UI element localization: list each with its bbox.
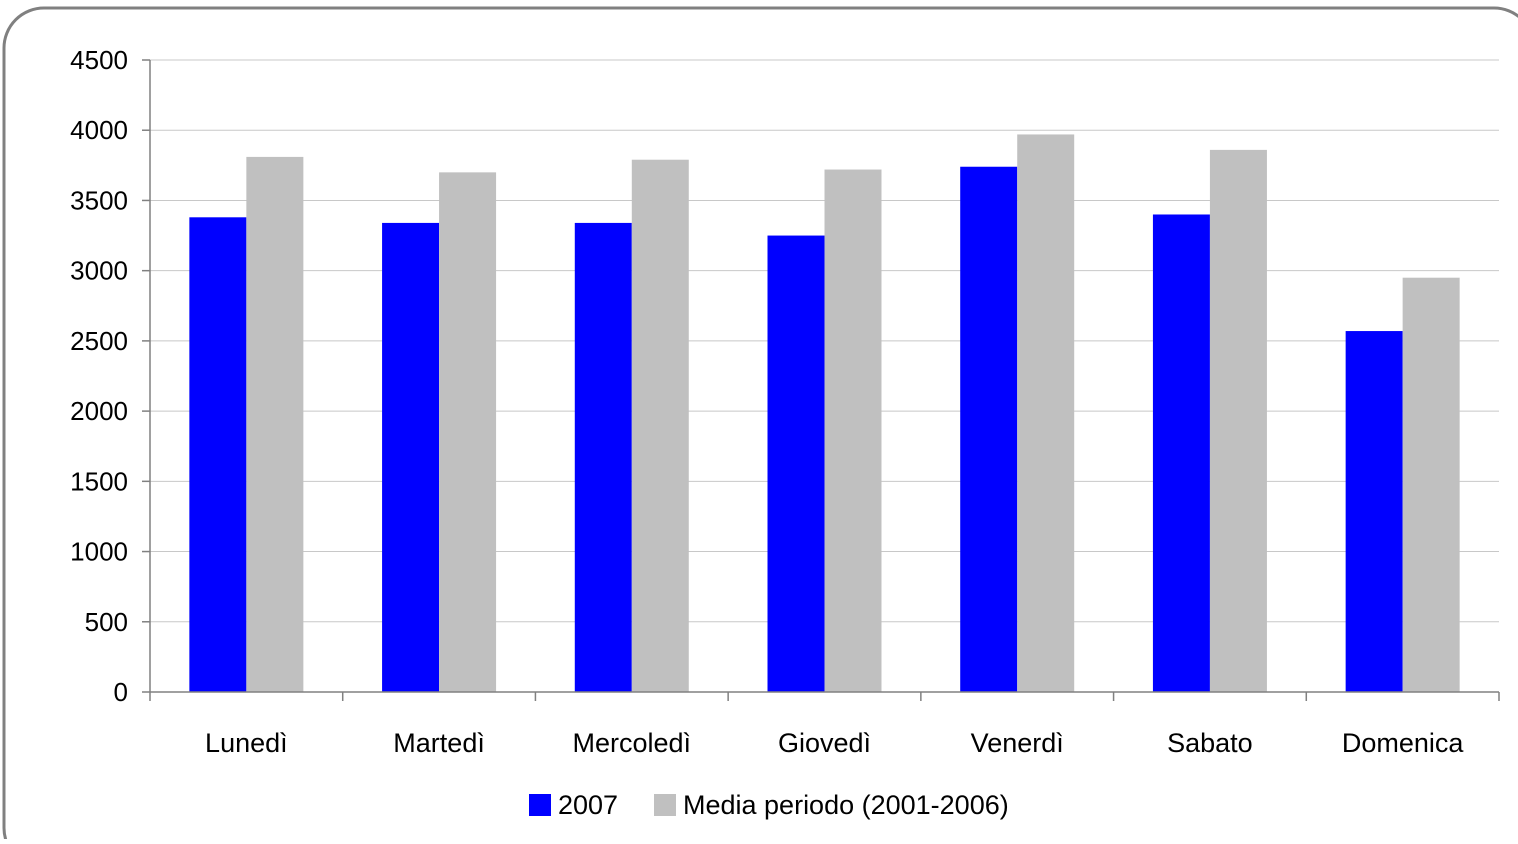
x-tick-label: Venerdì (971, 728, 1064, 758)
y-tick-label: 2500 (70, 326, 128, 356)
y-tick-label: 1000 (70, 537, 128, 567)
y-tick-label: 0 (114, 677, 128, 707)
bar-media-periodo-1 (439, 172, 497, 692)
x-tick-label: Giovedì (778, 728, 871, 758)
bar-2007-3 (767, 235, 825, 693)
x-tick-label: Mercoledì (573, 728, 692, 758)
bar-media-periodo-0 (246, 156, 304, 692)
y-tick-label: 4500 (70, 45, 128, 75)
bar-media-periodo-5 (1209, 149, 1267, 692)
y-tick-labels: 0 500 1000 1500 2000 2500 3000 3500 4000 4500 (70, 45, 128, 707)
bar-2007-6 (1345, 331, 1403, 692)
x-tick-label: Lunedì (205, 728, 288, 758)
legend: 2007 Media periodo (2001-2006) (529, 790, 1009, 820)
y-tick-label: 2000 (70, 396, 128, 426)
x-tick-labels: Lunedì Martedì Mercoledì Giovedì Venerdì Saba… (205, 728, 1464, 758)
y-tick-label: 4000 (70, 115, 128, 145)
bar-media-periodo-2 (631, 159, 689, 692)
x-tick-label: Martedì (393, 728, 485, 758)
y-tick-label: 3000 (70, 256, 128, 286)
bar-2007-5 (1152, 214, 1210, 692)
bar-media-periodo-4 (1017, 134, 1075, 693)
y-tick-label: 1500 (70, 466, 128, 496)
bar-2007-1 (382, 222, 440, 692)
x-tick-label: Domenica (1342, 728, 1465, 758)
bar-media-periodo-6 (1402, 277, 1460, 692)
x-tick-label: Sabato (1167, 728, 1253, 758)
y-tick-label: 3500 (70, 185, 128, 215)
legend-label-2007: 2007 (558, 790, 618, 820)
bar-2007-4 (960, 166, 1018, 692)
bar-2007-2 (574, 222, 632, 692)
legend-swatch-2007 (529, 794, 551, 816)
bars (189, 134, 1460, 693)
bar-media-periodo-3 (824, 169, 882, 693)
legend-swatch-media-periodo (654, 794, 676, 816)
axes (149, 60, 1500, 701)
y-tick-label: 500 (85, 607, 128, 637)
bar-2007-0 (189, 217, 247, 692)
legend-label-media-periodo: Media periodo (2001-2006) (683, 790, 1009, 820)
